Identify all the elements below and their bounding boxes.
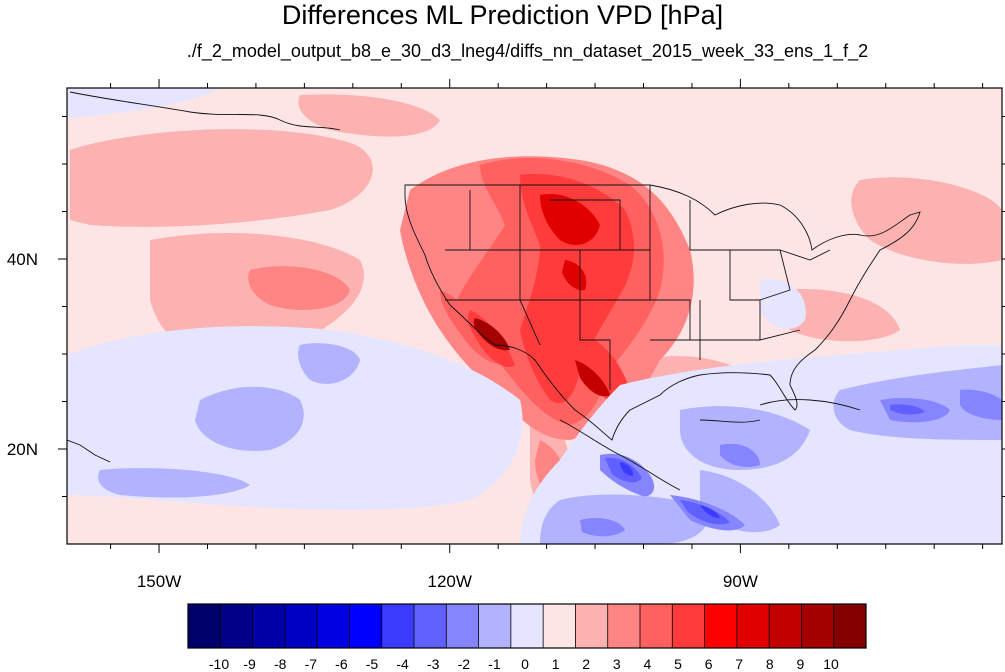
colorbar-label: 9 <box>797 656 805 672</box>
colorbar-swatch <box>317 604 350 648</box>
colorbar-frame <box>187 603 867 649</box>
colorbar-label: 0 <box>521 656 529 672</box>
colorbar-swatch <box>543 604 576 648</box>
colorbar-label: 7 <box>735 656 743 672</box>
colorbar-swatch <box>220 604 254 648</box>
colorbar-swatch <box>414 604 447 648</box>
colorbar-swatch <box>188 604 221 648</box>
colorbar-swatch <box>769 604 802 648</box>
colorbar: -10 -9 -8 -7 -6 -5 -4 -3 -2 -1 0 1 2 3 4 5 6 7 8 9 10 <box>187 603 867 672</box>
colorbar-swatch <box>833 604 867 648</box>
lat-label: 40N <box>7 250 38 269</box>
colorbar-label: 5 <box>674 656 682 672</box>
lon-label: 90W <box>723 572 758 591</box>
colorbar-label: -6 <box>335 656 348 672</box>
colorbar-label: -1 <box>488 656 501 672</box>
negative-anomalies <box>67 88 1002 544</box>
colorbar-swatch <box>640 604 673 648</box>
colorbar-label: -4 <box>396 656 409 672</box>
colorbar-label: -8 <box>274 656 287 672</box>
colorbar-swatch <box>736 604 770 648</box>
plot-subtitle: ./f_2_model_output_b8_e_30_d3_lneg4/diff… <box>186 41 869 61</box>
vpd-difference-field <box>67 88 1002 544</box>
colorbar-swatch <box>446 604 480 648</box>
colorbar-label: 2 <box>582 656 590 672</box>
axis-labels: 150W 120W 90W 40N 20N <box>7 250 758 591</box>
colorbar-swatch <box>607 604 641 648</box>
colorbar-label: -7 <box>305 656 318 672</box>
colorbar-label: -3 <box>427 656 440 672</box>
colorbar-swatch <box>672 604 706 648</box>
colorbar-swatch <box>510 604 544 648</box>
colorbar-label: -10 <box>209 656 229 672</box>
plot-title: Differences ML Prediction VPD [hPa] <box>281 0 724 30</box>
lat-label: 20N <box>7 440 38 459</box>
positive-anomalies <box>70 94 1002 512</box>
colorbar-swatch <box>252 604 286 648</box>
colorbar-swatch <box>381 604 415 648</box>
colorbar-label: 4 <box>644 656 652 672</box>
colorbar-label: 3 <box>613 656 621 672</box>
colorbar-swatch <box>478 604 512 648</box>
colorbar-label: -2 <box>458 656 471 672</box>
colorbar-label: -5 <box>366 656 379 672</box>
map-frame <box>66 87 1003 545</box>
colorbar-label: 6 <box>705 656 713 672</box>
colorbar-label: 1 <box>552 656 560 672</box>
colorbar-swatch <box>349 604 383 648</box>
colorbar-swatch <box>575 604 609 648</box>
colorbar-swatch <box>284 604 318 648</box>
colorbar-label: -9 <box>243 656 256 672</box>
colorbar-swatch <box>801 604 835 648</box>
axis-ticks <box>58 79 1005 553</box>
lon-label: 150W <box>137 572 181 591</box>
coastlines-and-borders <box>67 91 921 491</box>
colorbar-swatch <box>704 604 738 648</box>
lon-label: 120W <box>428 572 472 591</box>
colorbar-label: 10 <box>823 656 839 672</box>
colorbar-label: 8 <box>766 656 774 672</box>
